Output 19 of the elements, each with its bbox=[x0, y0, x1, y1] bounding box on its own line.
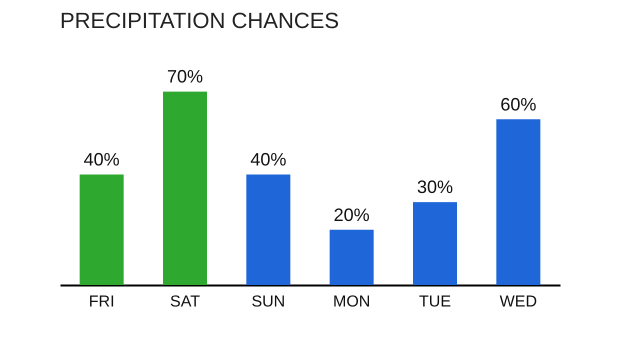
bar bbox=[246, 174, 290, 285]
bar bbox=[80, 174, 124, 285]
x-tick-label: TUE bbox=[419, 294, 451, 310]
data-label: 40% bbox=[84, 150, 120, 170]
x-tick-label: MON bbox=[333, 294, 370, 310]
x-tick-label: SUN bbox=[251, 294, 286, 310]
chart-title: PRECIPITATION CHANCES bbox=[60, 8, 340, 33]
bar bbox=[413, 202, 457, 285]
data-label: 70% bbox=[166, 66, 204, 87]
x-tick-label: WED bbox=[500, 294, 537, 310]
x-tick-label: FRI bbox=[88, 294, 115, 310]
bar bbox=[163, 92, 207, 285]
data-label: 20% bbox=[334, 204, 370, 225]
data-label: 40% bbox=[250, 150, 286, 170]
data-label: 60% bbox=[500, 94, 536, 114]
bar bbox=[496, 119, 540, 285]
data-label: 30% bbox=[416, 177, 454, 198]
bar bbox=[330, 230, 374, 285]
x-tick-label: SAT bbox=[170, 294, 200, 310]
